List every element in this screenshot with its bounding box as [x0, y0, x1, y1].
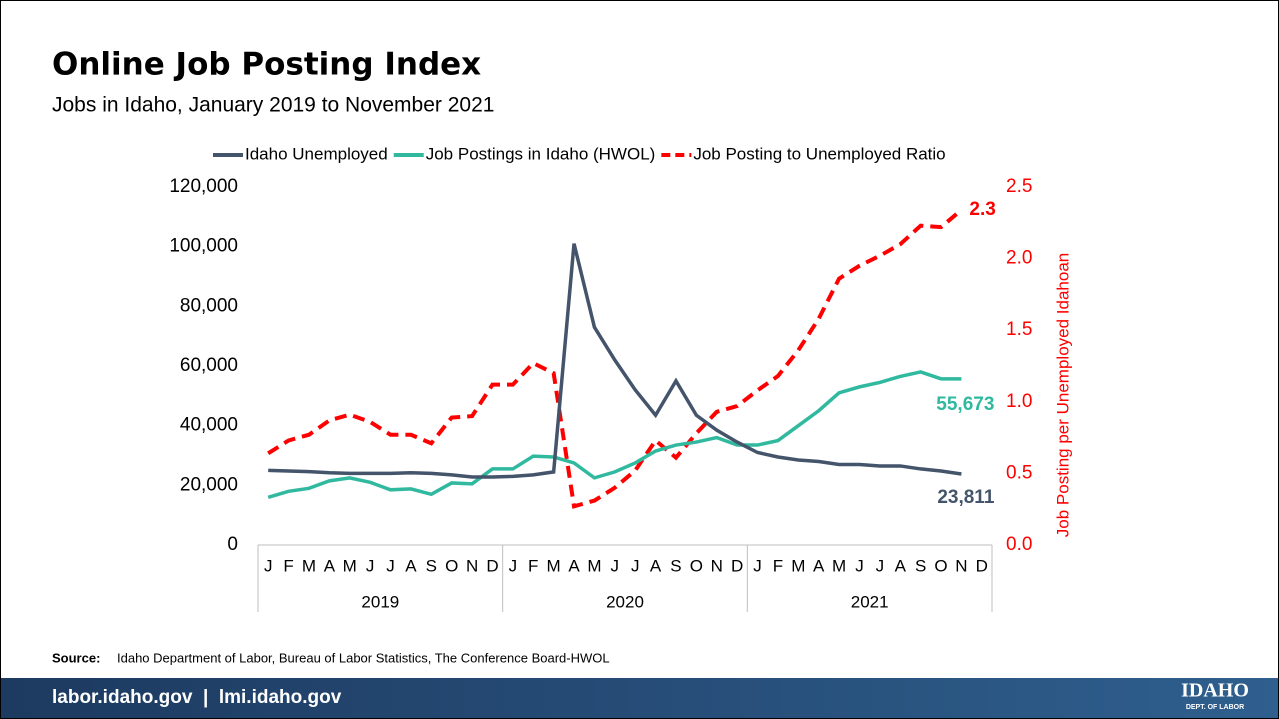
x-tick-label: J: [631, 556, 640, 575]
x-tick-label: A: [650, 556, 662, 575]
legend-label: Job Posting to Unemployed Ratio: [693, 144, 945, 163]
series-line: [268, 243, 962, 479]
y2-tick-label: 1.5: [1006, 319, 1032, 340]
y2-tick-label: 2.0: [1006, 248, 1032, 269]
data-label: 55,673: [936, 394, 994, 415]
x-tick-label: N: [955, 556, 967, 575]
x-tick-label: A: [568, 556, 580, 575]
year-label: 2020: [606, 592, 644, 611]
year-label: 2021: [851, 592, 889, 611]
y2-tick-label: 2.5: [1006, 176, 1032, 197]
x-tick-label: O: [934, 556, 947, 575]
x-tick-label: F: [773, 556, 783, 575]
x-tick-label: S: [915, 556, 926, 575]
x-tick-label: S: [670, 556, 681, 575]
data-label: 2.3: [969, 199, 995, 220]
y-tick-label: 20,000: [180, 474, 238, 495]
x-tick-label: S: [426, 556, 437, 575]
x-tick-label: D: [486, 556, 498, 575]
x-tick-label: D: [731, 556, 743, 575]
x-tick-label: J: [611, 556, 620, 575]
x-tick-label: M: [791, 556, 805, 575]
y-tick-label: 100,000: [169, 236, 238, 257]
y-tick-label: 80,000: [180, 295, 238, 316]
y2-axis-label: Job Posting per Unemployed Idahoan: [1053, 253, 1072, 537]
data-label: 23,811: [937, 487, 994, 508]
legend-label: Idaho Unemployed: [245, 144, 388, 163]
source-label: Source:: [52, 650, 100, 665]
logo: IDAHO: [1181, 680, 1249, 702]
y2-tick-label: 0.0: [1006, 534, 1032, 555]
x-tick-label: M: [832, 556, 846, 575]
y-tick-label: 60,000: [180, 355, 238, 376]
year-label: 2019: [361, 592, 399, 611]
y2-tick-label: 0.5: [1006, 462, 1032, 483]
x-tick-label: A: [405, 556, 417, 575]
title: Online Job Posting Index: [52, 47, 481, 83]
y2-tick-label: 1.0: [1006, 391, 1032, 412]
x-tick-label: N: [466, 556, 478, 575]
x-tick-label: J: [876, 556, 885, 575]
x-tick-label: J: [855, 556, 864, 575]
x-tick-label: N: [711, 556, 723, 575]
x-tick-label: J: [366, 556, 375, 575]
x-tick-label: J: [386, 556, 395, 575]
x-tick-label: F: [283, 556, 293, 575]
logo-sub: DEPT. OF LABOR: [1186, 704, 1244, 711]
x-tick-label: A: [895, 556, 907, 575]
legend-label: Job Postings in Idaho (HWOL): [426, 144, 656, 163]
x-tick-label: J: [264, 556, 273, 575]
x-tick-label: M: [302, 556, 316, 575]
x-tick-label: M: [343, 556, 357, 575]
subtitle: Jobs in Idaho, January 2019 to November …: [52, 94, 494, 117]
y-tick-label: 0: [227, 534, 238, 555]
footer-links: labor.idaho.gov | lmi.idaho.gov: [52, 687, 342, 708]
x-tick-label: J: [509, 556, 518, 575]
x-tick-label: F: [528, 556, 538, 575]
footer-bar: [1, 678, 1278, 718]
x-tick-label: M: [547, 556, 561, 575]
source: Idaho Department of Labor, Bureau of Lab…: [117, 650, 610, 665]
x-tick-label: O: [445, 556, 458, 575]
y-tick-label: 40,000: [180, 415, 238, 436]
series-line: [267, 370, 962, 499]
x-tick-label: A: [324, 556, 336, 575]
x-tick-label: J: [753, 556, 762, 575]
series-line: [267, 208, 963, 509]
x-tick-label: O: [690, 556, 703, 575]
x-tick-label: D: [976, 556, 988, 575]
y-tick-label: 120,000: [169, 176, 238, 197]
x-tick-label: M: [587, 556, 601, 575]
x-tick-label: A: [813, 556, 825, 575]
